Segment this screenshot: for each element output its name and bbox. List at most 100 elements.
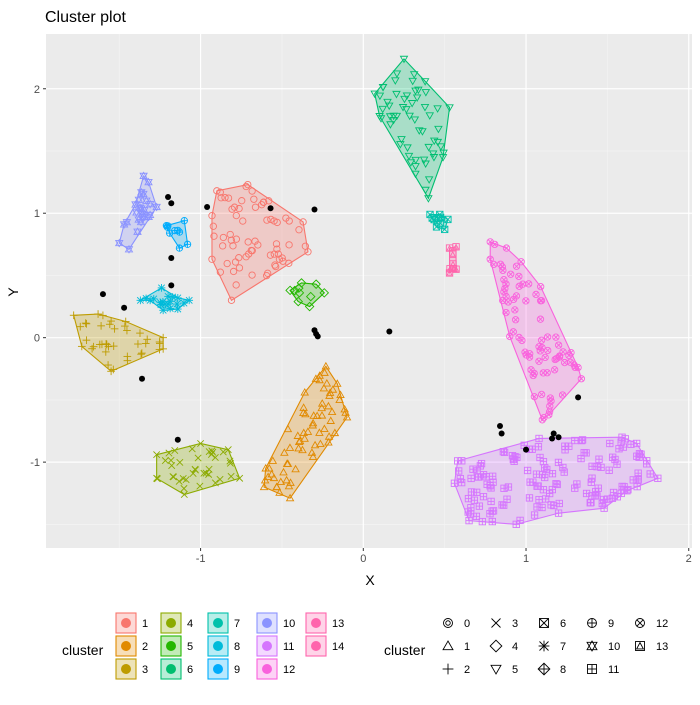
legend-label: 13 (332, 618, 344, 630)
legend-label: 6 (560, 618, 566, 630)
data-point (577, 454, 585, 463)
data-point (428, 214, 436, 222)
x-tick-label: 0 (360, 553, 366, 565)
data-point (227, 236, 235, 244)
legend-shape (489, 639, 503, 653)
data-point (389, 116, 398, 125)
data-point (135, 203, 145, 213)
legend-label: 10 (283, 618, 295, 630)
x-tick-label: 1 (523, 553, 529, 565)
data-point (285, 285, 295, 296)
data-point (450, 479, 459, 487)
data-point (238, 197, 246, 205)
data-point (276, 477, 286, 486)
legend-shape (491, 618, 501, 628)
data-point (124, 244, 134, 254)
data-point (285, 443, 295, 451)
data-point (378, 105, 388, 114)
data-point (587, 498, 595, 507)
data-point (618, 482, 626, 491)
data-point (475, 502, 484, 510)
data-point (301, 242, 310, 250)
data-point (433, 105, 442, 113)
data-point (536, 315, 545, 323)
x-tick-label: 2 (686, 553, 692, 565)
data-point (341, 408, 350, 416)
legend-shape (490, 664, 502, 675)
data-point (419, 156, 429, 165)
legend-key-dot (166, 641, 176, 651)
data-point (244, 238, 252, 246)
data-point (216, 268, 225, 276)
data-point (105, 320, 114, 329)
data-point (308, 420, 318, 429)
data-point (370, 90, 379, 99)
legend-key-dot (213, 641, 223, 651)
legend-label: 1 (464, 641, 470, 653)
data-point (512, 262, 521, 270)
data-point (376, 115, 386, 123)
noise-point (549, 435, 556, 442)
data-point (561, 358, 569, 367)
data-point (633, 482, 641, 491)
legend-label: 0 (464, 618, 470, 630)
legend-label: 11 (608, 664, 619, 676)
legend-shape (635, 618, 645, 628)
data-point (552, 355, 561, 363)
data-point (138, 349, 146, 357)
data-point (490, 260, 498, 269)
legend-key-dot (121, 664, 131, 674)
data-point (267, 469, 276, 478)
data-point (109, 342, 118, 350)
data-point (223, 259, 231, 268)
data-point (272, 262, 280, 271)
data-point (498, 263, 506, 271)
data-point (236, 474, 244, 482)
data-point (409, 71, 419, 79)
fill-legend-entry: 9 (207, 658, 240, 680)
data-point (587, 478, 595, 486)
data-point (486, 255, 494, 263)
data-point (445, 269, 454, 277)
data-point (224, 446, 232, 454)
data-point (398, 104, 408, 112)
fill-legend-title: cluster (62, 642, 104, 658)
data-point (194, 454, 202, 462)
data-point (433, 138, 443, 147)
data-point (560, 468, 568, 476)
data-point (539, 369, 547, 377)
data-point (534, 443, 543, 451)
data-point (406, 159, 416, 167)
data-point (301, 409, 310, 418)
data-point (272, 482, 281, 491)
data-point (619, 443, 628, 451)
data-point (424, 176, 434, 184)
data-point (550, 501, 558, 510)
data-point (523, 466, 532, 475)
data-point (109, 365, 118, 374)
data-point (571, 436, 579, 445)
noise-point (498, 430, 505, 437)
fill-legend-entry: 11 (256, 635, 294, 657)
noise-point (174, 436, 181, 443)
data-point (174, 226, 182, 235)
data-point (554, 509, 563, 517)
legend-label: 3 (142, 664, 148, 676)
data-point (298, 445, 307, 454)
data-point (561, 442, 569, 450)
data-point (133, 227, 142, 237)
noise-point (165, 194, 172, 201)
data-point (274, 250, 282, 258)
data-point (633, 452, 641, 460)
data-point (412, 94, 422, 102)
data-point (293, 431, 303, 439)
data-point (217, 194, 225, 202)
data-point (271, 261, 279, 269)
data-point (141, 339, 150, 348)
data-point (69, 311, 78, 320)
data-point (537, 336, 546, 344)
data-point (227, 472, 235, 480)
legend-shape (539, 618, 549, 628)
data-point (510, 457, 518, 465)
data-point (263, 216, 271, 224)
